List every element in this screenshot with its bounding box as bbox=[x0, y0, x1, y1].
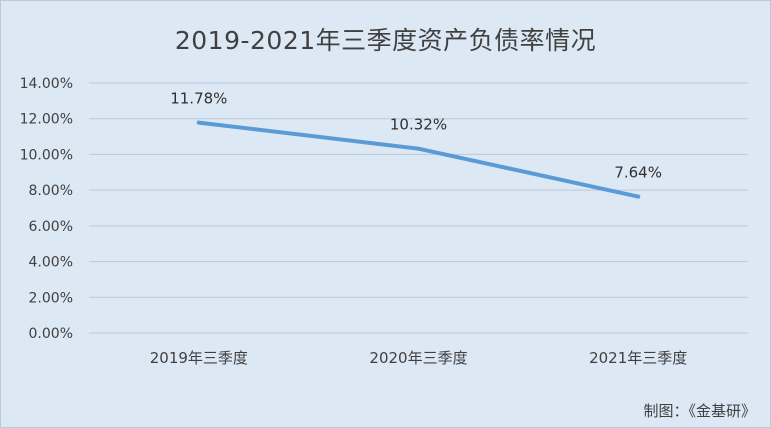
data-point bbox=[636, 194, 641, 199]
data-label: 10.32% bbox=[390, 116, 447, 134]
y-tick-label: 14.00% bbox=[20, 76, 73, 92]
data-label: 7.64% bbox=[614, 164, 662, 182]
x-tick-label: 2020年三季度 bbox=[369, 349, 467, 367]
chart-title: 2019-2021年三季度资产负债率情况 bbox=[174, 26, 597, 55]
y-tick-label: 0.00% bbox=[29, 326, 73, 342]
x-tick-label: 2019年三季度 bbox=[150, 349, 248, 367]
y-tick-label: 6.00% bbox=[29, 219, 73, 235]
x-tick-label: 2021年三季度 bbox=[589, 349, 687, 367]
y-tick-label: 12.00% bbox=[20, 112, 73, 128]
data-point bbox=[196, 120, 201, 125]
y-tick-label: 2.00% bbox=[29, 290, 73, 306]
y-tick-label: 10.00% bbox=[20, 147, 73, 163]
source-credit: 制图：《金基研》 bbox=[643, 402, 756, 420]
data-point bbox=[416, 146, 421, 151]
y-tick-label: 4.00% bbox=[29, 255, 73, 271]
data-label: 11.78% bbox=[170, 90, 227, 108]
y-tick-label: 8.00% bbox=[29, 183, 73, 199]
